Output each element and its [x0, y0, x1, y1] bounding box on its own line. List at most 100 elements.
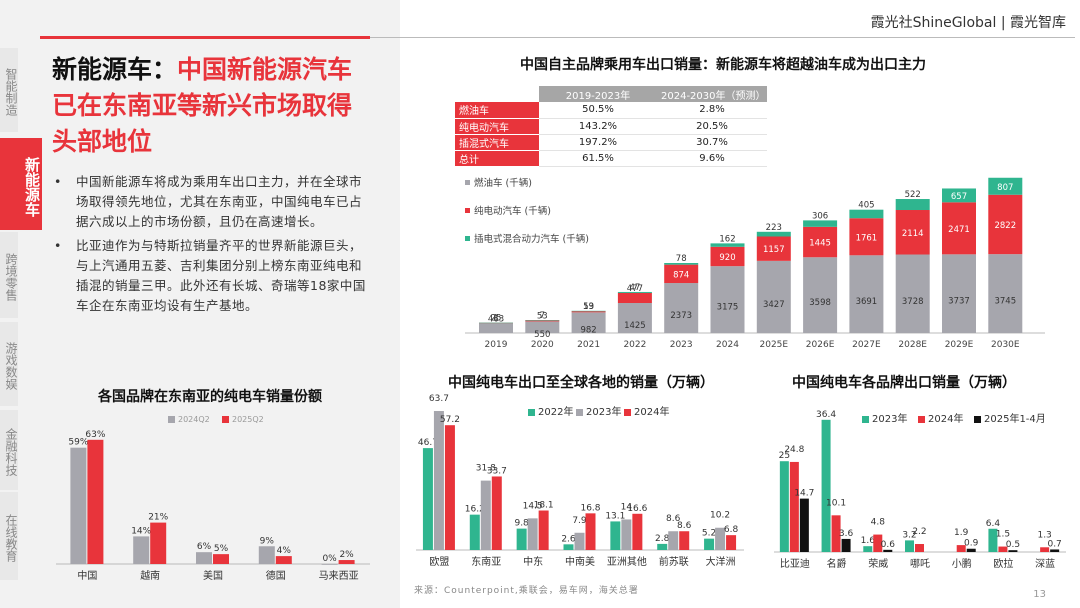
x-tick-label: 马来西亚 [319, 570, 359, 582]
data-label: 2114 [902, 229, 924, 239]
table-header: 2024-2030年（预测） [657, 86, 767, 102]
table-cell: 30.7% [657, 134, 767, 151]
legend-label: 2022年 [538, 405, 573, 418]
x-tick-label: 2028E [898, 340, 927, 350]
data-label: 2.8 [655, 534, 670, 544]
bar-segment [525, 320, 560, 322]
x-tick-label: 2026E [806, 340, 835, 350]
data-label: 14 [621, 502, 633, 512]
x-tick-label: 中南美 [565, 555, 595, 568]
data-label: 7.9 [572, 516, 587, 526]
sidebar-item-4[interactable]: 金融科技 [0, 410, 18, 490]
sidebar-item-5[interactable]: 在线教育 [0, 492, 18, 580]
bar [213, 554, 229, 564]
bar-segment [617, 292, 652, 303]
data-label: 63.7 [429, 394, 449, 404]
sea-share-chart: 2024Q2 2025Q2 59%63% 中国 14% 21% 越南 6% 5% 美国 9%4% 德国… [56, 415, 370, 582]
data-label: 3598 [809, 298, 831, 308]
data-label: 982 [580, 326, 596, 336]
legend-swatch [528, 409, 535, 416]
bar [831, 515, 841, 552]
bar [1008, 550, 1018, 552]
data-label: 10.1 [826, 498, 846, 508]
data-label: 14.5 [523, 501, 543, 511]
sidebar-item-3[interactable]: 游戏数娱 [0, 322, 18, 406]
data-label: 21% [148, 513, 168, 523]
bar [715, 527, 726, 550]
bar-segment [849, 255, 884, 333]
data-label: 5% [214, 544, 229, 554]
data-label: 14% [131, 526, 151, 536]
bar [841, 538, 851, 552]
x-tick-label: 2030E [991, 340, 1020, 350]
data-label: 223 [766, 223, 782, 233]
data-label: 9.8 [514, 519, 529, 529]
bar [632, 513, 643, 550]
legend-label: 2025Q2 [232, 415, 264, 424]
legend-swatch [465, 236, 470, 241]
page-number: 13 [1033, 589, 1046, 600]
bar [480, 480, 491, 550]
bar [966, 548, 976, 552]
x-tick-label: 2025E [760, 340, 789, 350]
table-cell: 50.5% [539, 102, 657, 119]
bar [668, 531, 679, 550]
data-label: 657 [951, 192, 967, 202]
data-label: 1761 [856, 233, 878, 243]
bar-segment [942, 254, 976, 333]
bar-segment [617, 303, 652, 333]
bar [516, 528, 527, 550]
x-tick-label: 东南亚 [471, 555, 501, 568]
bar [87, 439, 104, 564]
x-tick-label: 大洋洲 [706, 555, 736, 568]
bar-segment [664, 264, 699, 284]
sidebar-item-0[interactable]: 智能制造 [0, 48, 18, 132]
bar-segment [942, 188, 976, 203]
table-row: 纯电动汽车 143.2% 20.5% [455, 118, 767, 135]
data-label: 3737 [948, 297, 970, 307]
bar [704, 538, 715, 550]
table-cell: 61.5% [539, 150, 657, 167]
bar [915, 544, 924, 552]
chart-title-export: 中国自主品牌乘用车出口销量：新能源车将超越油车成为出口主力 [520, 57, 926, 73]
bar-segment [988, 177, 1023, 195]
sidebar-item-2[interactable]: 跨境零售 [0, 232, 18, 318]
data-label: 2.6 [561, 534, 576, 544]
bar [610, 521, 621, 550]
data-label: 550 [534, 330, 550, 340]
data-label: 33.7 [487, 466, 507, 476]
bar [574, 532, 585, 550]
bar-segment [895, 199, 930, 211]
source-note: 来源：Counterpoint,乘联会，易车网，海关总署 [414, 586, 639, 596]
bar-segment [664, 283, 699, 333]
legend-label: 2024Q2 [178, 415, 210, 424]
bar [779, 461, 789, 552]
title-main: 中国新能源汽车已在东南亚等新兴市场取得头部地位 [52, 55, 353, 156]
legend-label: 燃油车 (千辆) [474, 177, 532, 189]
bar [657, 543, 668, 550]
legend-label: 2024年 [634, 405, 669, 418]
legend-label: 2023年 [872, 412, 907, 425]
table-cell: 197.2% [539, 134, 657, 151]
data-label: 1157 [763, 245, 785, 255]
legend-swatch [465, 208, 470, 213]
legend-label: 纯电动汽车 (千辆) [474, 205, 551, 217]
x-tick-label: 越南 [140, 569, 160, 582]
data-label: 3745 [994, 297, 1016, 307]
bar [538, 510, 549, 550]
bar [821, 419, 831, 552]
data-label: 16.2 [465, 505, 485, 515]
sidebar-item-1[interactable]: 新能源车 [0, 138, 42, 230]
table-row-label: 插混式汽车 [455, 134, 539, 151]
data-label: 2822 [994, 221, 1016, 231]
x-tick-label: 2022 [623, 340, 646, 350]
data-label: 13.1 [605, 511, 625, 521]
data-label: 57.2 [440, 415, 460, 425]
bar [621, 519, 632, 550]
data-label: 59% [68, 438, 88, 448]
bar-segment [756, 231, 791, 237]
bar [726, 535, 737, 550]
data-label: 1.6 [861, 536, 876, 546]
data-label: 8.6 [677, 521, 692, 531]
legend-label: 插电式混合动力汽车 (千辆) [474, 233, 589, 245]
